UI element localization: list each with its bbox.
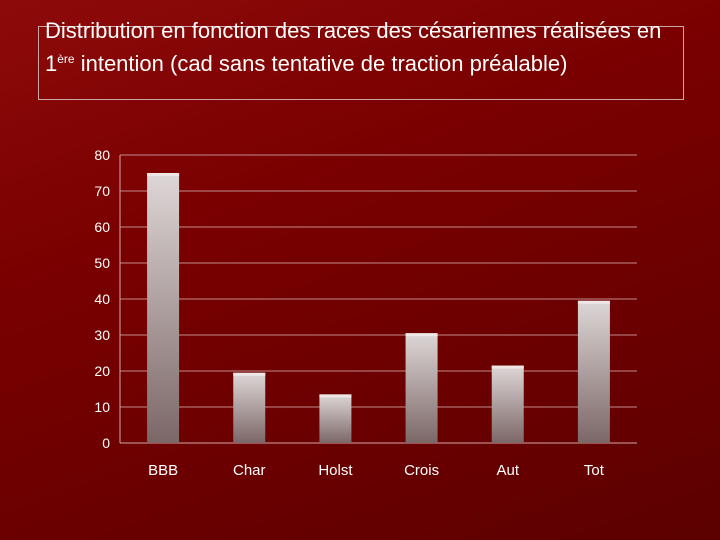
title-superscript: ère — [57, 52, 75, 66]
bar-cap-tot — [577, 300, 610, 304]
x-tick-label: Aut — [496, 462, 519, 479]
y-tick-label: 40 — [94, 291, 110, 307]
x-tick-label: Char — [233, 462, 266, 479]
x-tick-label: Crois — [404, 462, 439, 479]
y-tick-label: 50 — [94, 255, 110, 271]
bar-cap-bbb — [147, 173, 180, 176]
bar-bbb — [147, 173, 180, 443]
x-tick-label: Holst — [318, 462, 353, 479]
bar-cap-crois — [405, 333, 438, 337]
bar-holst — [319, 394, 352, 443]
y-tick-label: 70 — [94, 183, 110, 199]
y-tick-label: 60 — [94, 219, 110, 235]
y-tick-label: 0 — [102, 435, 110, 451]
bar-tot — [577, 300, 610, 443]
bar-cap-holst — [319, 394, 352, 398]
bar-cap-aut — [491, 365, 524, 369]
y-tick-label: 80 — [94, 147, 110, 163]
title-text-part1: Distribution en fonction des races des c… — [45, 18, 662, 76]
title-text-part2: intention (cad sans tentative de tractio… — [74, 51, 568, 76]
bar-crois — [405, 333, 438, 443]
label-layer: 0 10 20 30 40 50 60 70 80 BBB Char Holst Crois Aut Tot — [94, 147, 604, 479]
bar-cap-char — [233, 372, 266, 376]
title-frame — [38, 26, 684, 100]
y-tick-label: 30 — [94, 327, 110, 343]
x-tick-label: BBB — [148, 462, 178, 479]
grid-layer — [119, 154, 637, 444]
y-tick-label: 10 — [94, 399, 110, 415]
x-tick-label: Tot — [584, 462, 605, 479]
y-tick-label: 20 — [94, 363, 110, 379]
bar-char — [233, 372, 266, 443]
bar-aut — [491, 365, 524, 443]
bar-layer — [147, 173, 610, 443]
slide-title: Distribution en fonction des races des c… — [45, 17, 685, 78]
